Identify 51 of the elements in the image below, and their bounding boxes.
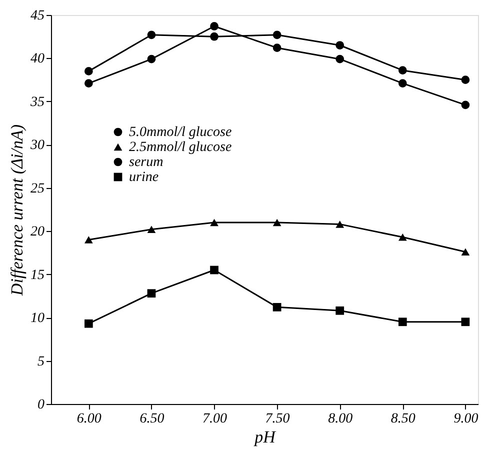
point (147, 289, 156, 298)
point (210, 266, 218, 274)
point (461, 318, 470, 326)
point (398, 66, 407, 74)
y-tick-label: 40 (30, 52, 44, 67)
y-tick-label: 15 (30, 268, 44, 283)
point (398, 318, 407, 326)
point (398, 234, 407, 241)
y-tick-label: 0 (38, 398, 44, 412)
point (210, 218, 218, 226)
y-axis-title: Difference urrent (Δi/nA) (8, 124, 26, 297)
x-tick-label: 8.50 (390, 412, 416, 426)
point (147, 226, 156, 234)
point (398, 79, 407, 88)
point (272, 30, 282, 40)
x-tick-label: 8.00 (328, 412, 353, 426)
point (84, 79, 93, 88)
legend-label: 2.5mmol/l glucose (129, 140, 232, 155)
point (147, 54, 156, 64)
point (84, 319, 93, 328)
y-tick-label: 35 (30, 94, 44, 110)
legend-label: 5.0mmol/l glucose (129, 125, 232, 140)
y-tick-label: 5 (38, 354, 44, 370)
x-tick-label: 9.00 (454, 412, 478, 426)
point (336, 41, 344, 50)
point (272, 218, 282, 226)
point (272, 44, 282, 52)
x-tick-label: 7.50 (265, 412, 290, 426)
point (336, 306, 344, 315)
x-tick-label: 7.00 (202, 412, 228, 426)
x-axis-title: pH (254, 428, 278, 446)
point (84, 67, 93, 76)
x-tick-label: 6.00 (76, 412, 102, 426)
point (147, 30, 156, 40)
y-tick-label: 25 (30, 181, 44, 196)
legend-label: urine (129, 170, 159, 185)
point (461, 248, 470, 256)
point (210, 22, 218, 30)
point (336, 54, 344, 64)
point (272, 303, 282, 312)
x-tick-label: 6.50 (140, 412, 164, 426)
point (336, 220, 344, 228)
legend-label: serum (129, 155, 164, 170)
y-tick-label: 45 (30, 8, 44, 24)
point (461, 76, 470, 84)
point (461, 100, 470, 110)
y-tick-label: 10 (30, 311, 44, 326)
y-tick-label: 20 (30, 224, 44, 240)
y-tick-label: 30 (30, 138, 44, 154)
point (84, 236, 93, 244)
point (210, 32, 218, 41)
